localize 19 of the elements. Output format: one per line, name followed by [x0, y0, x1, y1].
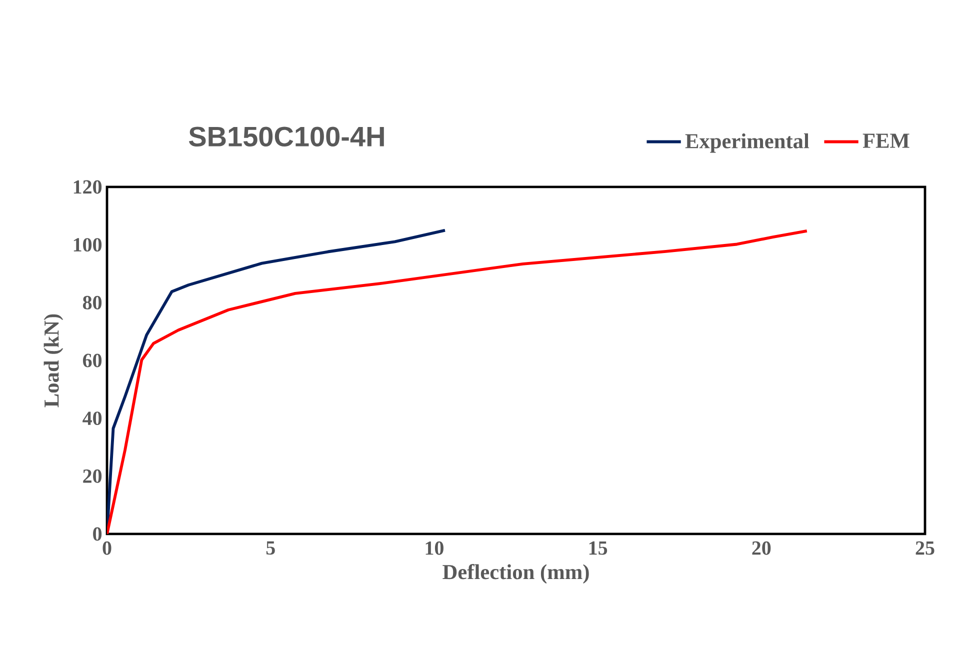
x-axis-title: Deflection (mm) — [442, 564, 589, 584]
x-tick-label: 5 — [266, 541, 275, 555]
legend-label: Experimental — [685, 133, 810, 153]
y-tick-label: 40 — [82, 412, 102, 426]
line-series — [107, 229, 808, 534]
y-tick-label: 120 — [74, 180, 102, 194]
y-tick-label: 60 — [82, 354, 102, 368]
x-tick-label: 10 — [426, 541, 444, 555]
x-tick-label: 25 — [916, 541, 934, 555]
x-tick-label: 20 — [752, 541, 771, 555]
x-tick-label: 15 — [589, 541, 608, 555]
y-tick-label: 100 — [74, 238, 102, 252]
y-tick-label: 0 — [93, 527, 102, 541]
y-axis-title: Load (kN) — [44, 314, 64, 408]
y-tick-label: 20 — [83, 469, 102, 483]
y-tick-label: 80 — [82, 296, 102, 310]
legend-label: FEM — [862, 134, 910, 148]
chart-title: SB150C100-4H — [188, 126, 384, 147]
x-tick-label: 0 — [102, 541, 112, 555]
